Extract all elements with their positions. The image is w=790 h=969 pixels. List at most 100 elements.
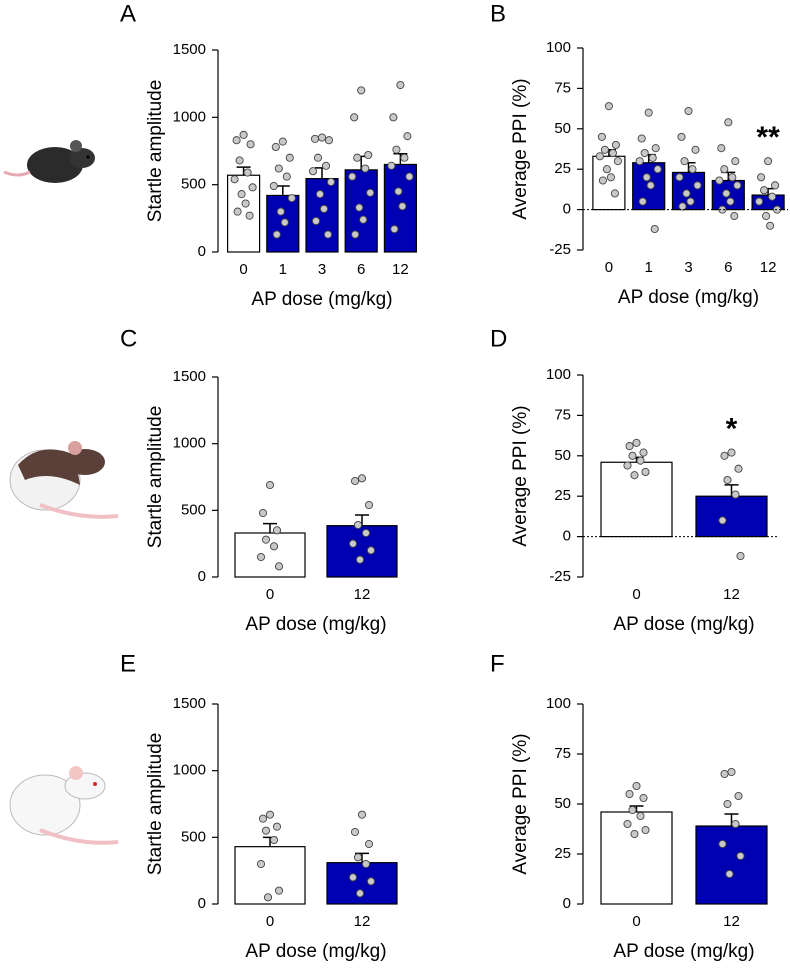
y-tick-label: 0	[198, 568, 206, 585]
x-axis-title: AP dose (mg/kg)	[245, 941, 386, 962]
data-point	[717, 144, 726, 153]
x-axis-title: AP dose (mg/kg)	[251, 289, 392, 310]
data-point	[733, 181, 742, 190]
data-point	[736, 851, 745, 861]
y-tick-label: 25	[554, 845, 571, 862]
data-point	[611, 140, 620, 150]
data-point	[246, 140, 255, 149]
data-point	[400, 153, 409, 162]
data-point	[392, 145, 401, 154]
y-tick-label: 0	[198, 243, 206, 260]
data-point	[635, 157, 644, 166]
data-point	[232, 136, 241, 145]
error-bar	[275, 185, 290, 196]
data-point	[610, 189, 619, 198]
data-point	[366, 188, 375, 197]
data-point	[361, 859, 371, 869]
data-point	[350, 113, 359, 122]
panel-label: B	[490, 0, 506, 27]
data-point	[636, 456, 645, 465]
y-tick-label: 75	[554, 745, 571, 762]
data-point	[272, 822, 282, 831]
bar	[695, 825, 768, 905]
data-point	[725, 869, 734, 879]
data-point	[623, 819, 632, 829]
data-point	[639, 448, 648, 457]
x-tick-label: 1	[279, 261, 287, 278]
data-point	[394, 187, 403, 196]
panel-label: D	[490, 325, 507, 352]
data-point	[261, 535, 271, 544]
y-tick-label: 0	[563, 528, 571, 545]
data-point	[640, 148, 649, 158]
data-point	[675, 173, 684, 182]
panel-label: A	[120, 0, 136, 27]
x-tick-label: 12	[760, 259, 777, 276]
data-point	[269, 835, 279, 845]
data-point	[364, 500, 374, 510]
data-point	[351, 230, 360, 239]
data-point	[350, 827, 360, 837]
y-tick-label: 50	[554, 447, 571, 464]
x-tick-label: 0	[239, 261, 247, 278]
data-point	[271, 142, 280, 152]
data-point	[642, 173, 651, 182]
data-point	[364, 150, 373, 160]
data-point	[768, 192, 777, 201]
data-point	[718, 516, 727, 525]
data-point	[762, 212, 771, 221]
data-point	[726, 197, 735, 206]
albino-rat-icon	[9, 766, 119, 845]
data-point	[682, 189, 691, 198]
data-point	[724, 118, 733, 127]
data-point	[760, 186, 769, 195]
x-tick-label: 0	[632, 913, 640, 930]
data-point	[274, 164, 283, 173]
bar	[600, 811, 673, 905]
data-point	[688, 165, 697, 174]
data-point	[405, 172, 414, 181]
data-point	[361, 164, 370, 173]
data-point	[353, 153, 362, 162]
y-axis-title: Startle amplitude	[145, 733, 166, 876]
data-point	[239, 130, 248, 139]
data-point	[646, 181, 655, 190]
data-point	[282, 172, 291, 181]
y-tick-label: 500	[181, 828, 206, 845]
x-tick-label: 12	[723, 913, 740, 930]
data-point	[323, 230, 333, 239]
y-tick-label: 50	[554, 795, 571, 812]
data-point	[648, 153, 657, 162]
error-bar	[355, 514, 369, 526]
data-point	[653, 165, 662, 174]
data-point	[728, 173, 737, 182]
panel-label: C	[120, 325, 137, 352]
data-point	[317, 133, 327, 142]
significance: *	[726, 412, 738, 445]
data-point	[722, 189, 731, 198]
data-point	[357, 810, 367, 819]
data-point	[734, 791, 743, 801]
y-tick-label: 100	[546, 366, 571, 383]
data-point	[718, 205, 727, 214]
data-point	[598, 176, 607, 185]
data-point	[686, 197, 695, 206]
data-point	[684, 106, 693, 116]
data-point	[387, 161, 396, 170]
data-point	[755, 197, 764, 206]
y-tick-label: 1500	[173, 695, 206, 712]
data-point	[630, 471, 639, 480]
data-point	[600, 145, 609, 154]
y-tick-label: 500	[181, 501, 206, 518]
data-point	[361, 528, 371, 538]
data-point	[604, 102, 613, 111]
panel-label: F	[490, 650, 505, 677]
data-point	[602, 165, 611, 174]
data-point	[350, 476, 360, 486]
data-point	[287, 194, 296, 203]
data-point	[245, 211, 254, 220]
data-point	[269, 181, 278, 191]
data-point	[353, 520, 363, 530]
data-point	[715, 176, 724, 185]
data-point	[274, 562, 284, 571]
